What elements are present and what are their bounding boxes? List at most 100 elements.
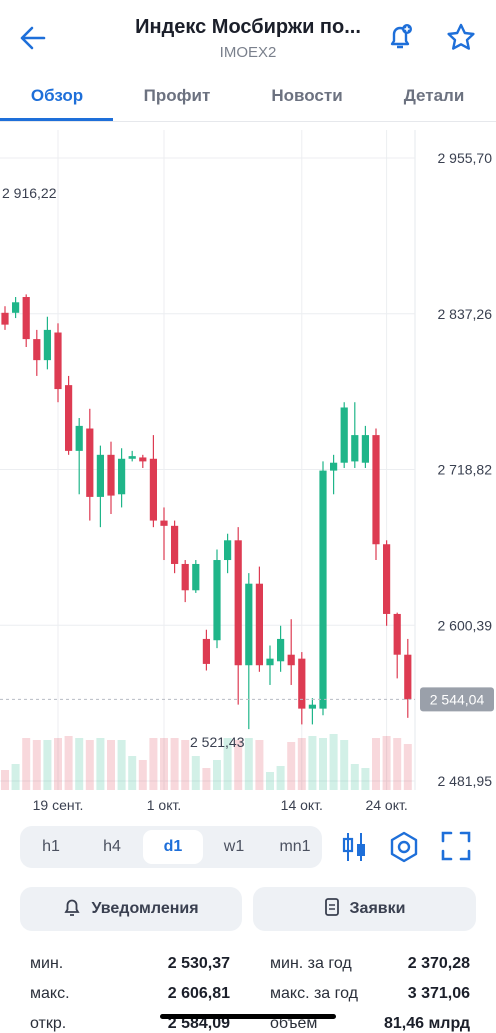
volume-bar xyxy=(191,756,200,790)
candle-body xyxy=(404,654,412,700)
y-tick-label: 2 718,82 xyxy=(438,462,493,478)
y-tick-label: 2 600,39 xyxy=(438,617,493,633)
candlestick-chart: 2 955,70 2 837,26 2 718,82 2 600,39 2 481,95… xyxy=(0,130,494,813)
candle-body xyxy=(287,654,295,666)
candles-icon[interactable] xyxy=(340,830,370,864)
timeframe-button[interactable]: h1 xyxy=(42,838,60,855)
volume-bar xyxy=(32,740,41,790)
x-tick-label: 24 окт. xyxy=(365,797,407,813)
alerts-button[interactable]: Уведомления xyxy=(20,887,242,931)
y-tick-label: 2 837,26 xyxy=(438,306,493,322)
volume-bar xyxy=(287,742,296,790)
candle-body xyxy=(308,704,316,709)
volume-bar xyxy=(170,738,179,790)
volume-bar xyxy=(1,770,9,790)
tab[interactable]: Детали xyxy=(403,86,465,105)
orders-button[interactable]: Заявки xyxy=(253,887,476,931)
volume-bar xyxy=(276,766,285,790)
bell-add-icon[interactable] xyxy=(386,22,416,52)
volume-bar xyxy=(297,738,306,790)
bell-icon xyxy=(64,899,81,916)
stat-value: 81,46 млрд xyxy=(383,1015,470,1032)
candle-body xyxy=(65,385,73,451)
stat-label: макс. xyxy=(30,985,70,1002)
y-tick-label: 2 955,70 xyxy=(438,150,493,166)
candle-body xyxy=(54,332,62,390)
home-indicator xyxy=(160,1014,336,1019)
candle-body xyxy=(224,540,232,561)
timeframe-button[interactable]: d1 xyxy=(143,830,203,864)
candle-body xyxy=(33,339,41,361)
last-price-label: 2 544,04 xyxy=(430,691,485,707)
candle-body xyxy=(245,583,253,666)
header-title: Индекс Мосбиржи по... xyxy=(135,16,361,38)
candle-body xyxy=(202,638,210,664)
volume-bar xyxy=(54,738,62,790)
candle-body xyxy=(372,435,380,545)
candle-body xyxy=(383,544,391,614)
stat-value: 3 371,06 xyxy=(407,985,470,1002)
volume-bar xyxy=(117,740,126,790)
candle-body xyxy=(1,312,9,325)
candle-body xyxy=(298,658,306,709)
volume-bar xyxy=(202,768,211,790)
button-label: Заявки xyxy=(349,900,406,917)
volume-bar xyxy=(43,740,52,790)
candle-body xyxy=(213,560,221,641)
volume-bar xyxy=(255,740,264,790)
volume-bar xyxy=(372,738,380,790)
x-tick-label: 14 окт. xyxy=(281,797,323,813)
volume-bar xyxy=(138,760,147,790)
volume-bar xyxy=(160,738,168,790)
candle-body xyxy=(22,297,30,340)
header-subtitle: IMOEX2 xyxy=(219,44,277,61)
candle-body xyxy=(75,425,83,451)
volume-bar xyxy=(223,738,232,790)
candle-body xyxy=(319,470,327,709)
timeframe-selector: h1 h4 d1 w1 mn1 xyxy=(20,826,322,868)
candle-body xyxy=(118,458,126,495)
volume-bar xyxy=(350,764,359,790)
candle-body xyxy=(12,302,20,313)
candle-body xyxy=(266,658,274,666)
back-icon[interactable] xyxy=(18,24,48,52)
volume-bar xyxy=(234,740,243,790)
volume-bar xyxy=(340,740,349,790)
price-annotation: 2 521,43 xyxy=(190,734,245,750)
stat-value: 2 530,37 xyxy=(167,955,230,972)
x-tick-label: 19 сент. xyxy=(33,797,84,813)
y-tick-label: 2 481,95 xyxy=(438,773,493,789)
candle-body xyxy=(43,329,51,361)
timeframe-button[interactable]: w1 xyxy=(223,838,245,855)
candle-body xyxy=(96,454,104,497)
tab[interactable]: Профит xyxy=(143,86,211,105)
volume-bar xyxy=(393,738,402,790)
stat-label: мин. xyxy=(30,955,64,972)
volume-bar xyxy=(266,772,274,790)
volume-bar xyxy=(22,738,31,790)
timeframe-button[interactable]: h4 xyxy=(103,838,121,855)
fullscreen-icon[interactable] xyxy=(440,830,472,862)
candle-body xyxy=(234,540,242,666)
tab[interactable]: Новости xyxy=(271,86,343,105)
candle-body xyxy=(340,407,348,463)
volume-bar xyxy=(244,738,253,790)
volume-bar xyxy=(107,740,115,790)
volume-bar xyxy=(11,764,20,790)
doc-icon xyxy=(324,898,339,916)
tab[interactable]: Обзор xyxy=(30,86,84,105)
price-annotation: 2 916,22 xyxy=(2,185,57,201)
volume-bar xyxy=(213,760,221,790)
volume-bar xyxy=(96,738,105,790)
timeframe-button[interactable]: mn1 xyxy=(279,838,311,855)
candle-body xyxy=(393,613,401,655)
candle-body xyxy=(171,525,179,564)
star-icon[interactable] xyxy=(445,22,477,52)
divider xyxy=(0,121,496,122)
volume-bar xyxy=(319,738,327,790)
indicators-icon[interactable] xyxy=(387,830,421,864)
last-price-box xyxy=(420,687,494,712)
x-tick-label: 1 окт. xyxy=(147,797,182,813)
volume-bar xyxy=(382,736,391,790)
